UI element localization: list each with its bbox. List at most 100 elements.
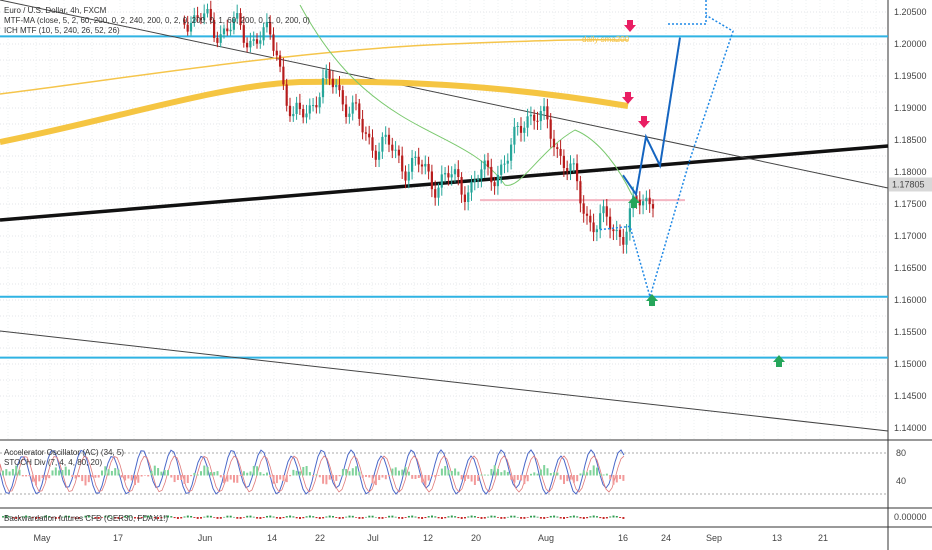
candle-body (516, 125, 519, 127)
backwardation-bar (87, 515, 90, 518)
backwardation-bar (269, 515, 272, 518)
ac-bar (312, 475, 315, 477)
ac-bar (282, 475, 285, 481)
backwardation-bar (361, 517, 364, 519)
ac-bar (21, 475, 24, 477)
price-tick-label: 1.18500 (894, 135, 927, 145)
candle-body (407, 171, 410, 181)
candle-body (401, 155, 404, 172)
ac-bar (444, 466, 447, 476)
ac-bar (563, 475, 565, 484)
ac-bar (470, 475, 473, 482)
time-tick-label: Jul (367, 533, 379, 543)
stoch-legend[interactable]: STOCH Div (7, 4, 4, 80, 20) (4, 458, 103, 467)
time-tick-label: 16 (618, 533, 628, 543)
backwardation-tick-label: 0.00000 (894, 512, 927, 522)
ac-bar (28, 475, 31, 477)
candle-body (595, 229, 598, 233)
backwardation-bar (533, 515, 536, 518)
ac-bar (71, 475, 74, 478)
backwardation-bar (480, 517, 483, 519)
backwardation-bar (68, 515, 70, 518)
ac-bar (101, 470, 103, 476)
backwardation-bar (437, 517, 440, 519)
ac-bar (140, 475, 143, 477)
ac-bar (308, 472, 311, 476)
backwardation-bar (401, 517, 404, 519)
backwardation-bar (381, 517, 384, 519)
backwardation-bar (272, 516, 275, 518)
candle-body (265, 21, 268, 28)
candle-body (453, 169, 457, 175)
ac-bar (605, 473, 608, 476)
candle-body (315, 105, 318, 108)
backwardation-bar (487, 516, 490, 518)
ac-bar (289, 475, 292, 477)
backwardation-bar (470, 515, 473, 518)
mtf-ma-legend[interactable]: MTF-MA (close, 5, 2, 60, 200, 0, 2, 240,… (4, 16, 310, 25)
ac-bar (546, 468, 549, 476)
backwardation-bar (341, 517, 344, 519)
backwardation-bar (252, 516, 255, 518)
sell-arrow (624, 20, 636, 32)
ac-bar (239, 475, 242, 477)
backwardation-bar (355, 517, 358, 518)
symbol-legend[interactable]: Euro / U.S. Dollar, 4h, FXCM (4, 6, 107, 15)
ac-bar (523, 475, 526, 485)
candle-body (602, 206, 605, 214)
ac-bar (173, 475, 176, 483)
ac-bar (450, 470, 453, 476)
candle-body (387, 134, 391, 145)
backwardation-bar (391, 515, 394, 518)
ac-bar (94, 475, 97, 478)
candle-body (222, 28, 226, 35)
time-tick-label: Sep (706, 533, 722, 543)
candle-body (183, 19, 186, 25)
candle-body (572, 163, 575, 165)
ac-bar (143, 475, 146, 476)
ac-bar (18, 469, 21, 476)
backwardation-bar (592, 515, 595, 518)
backwardation-bar (530, 515, 532, 518)
ac-bar (368, 475, 371, 478)
backwardation-bar (173, 517, 176, 519)
candle-body (473, 179, 476, 182)
ac-bar (77, 475, 80, 478)
ac-bar (493, 465, 496, 476)
ac-bar (44, 475, 47, 480)
candle-body (374, 150, 377, 160)
backwardation-bar (104, 515, 107, 518)
backwardation-bar (153, 517, 156, 519)
ac-legend[interactable]: Accelerator Oscillator (AC) (34, 5) (4, 448, 125, 457)
candle-body (236, 13, 239, 19)
ich-legend[interactable]: ICH MTF (10, 5, 240, 26, 52, 26) (4, 26, 120, 35)
backwardation-bar (101, 517, 103, 518)
backwardation-bar (44, 515, 47, 518)
ac-bar (351, 468, 354, 476)
ac-bar (200, 471, 202, 476)
backwardation-bar (358, 517, 361, 519)
ac-bar (566, 475, 569, 482)
daily-sma200-line (0, 38, 629, 95)
main-legend: Euro / U.S. Dollar, 4h, FXCM MTF-MA (clo… (4, 6, 310, 36)
ac-bar (487, 474, 490, 476)
backwardation-bar (190, 515, 193, 518)
ac-bar (2, 470, 4, 476)
backwardation-bar (226, 515, 229, 518)
candle-body (249, 40, 252, 48)
candle-body (556, 147, 559, 149)
ac-bar (335, 475, 338, 481)
candle-body (506, 160, 509, 164)
ac-bar (48, 475, 51, 479)
backwardation-legend[interactable]: Backwardation futures CFD (GER30, FDAX1!… (4, 514, 169, 523)
ac-bar (153, 465, 156, 476)
ac-bar (338, 475, 341, 477)
backwardation-bar (28, 516, 31, 518)
backwardation-bar (239, 517, 242, 519)
ac-bar (533, 472, 536, 476)
ac-bar (414, 475, 417, 480)
candle-body (546, 106, 549, 120)
candle-body (608, 216, 612, 230)
thick-trendline (0, 144, 889, 222)
